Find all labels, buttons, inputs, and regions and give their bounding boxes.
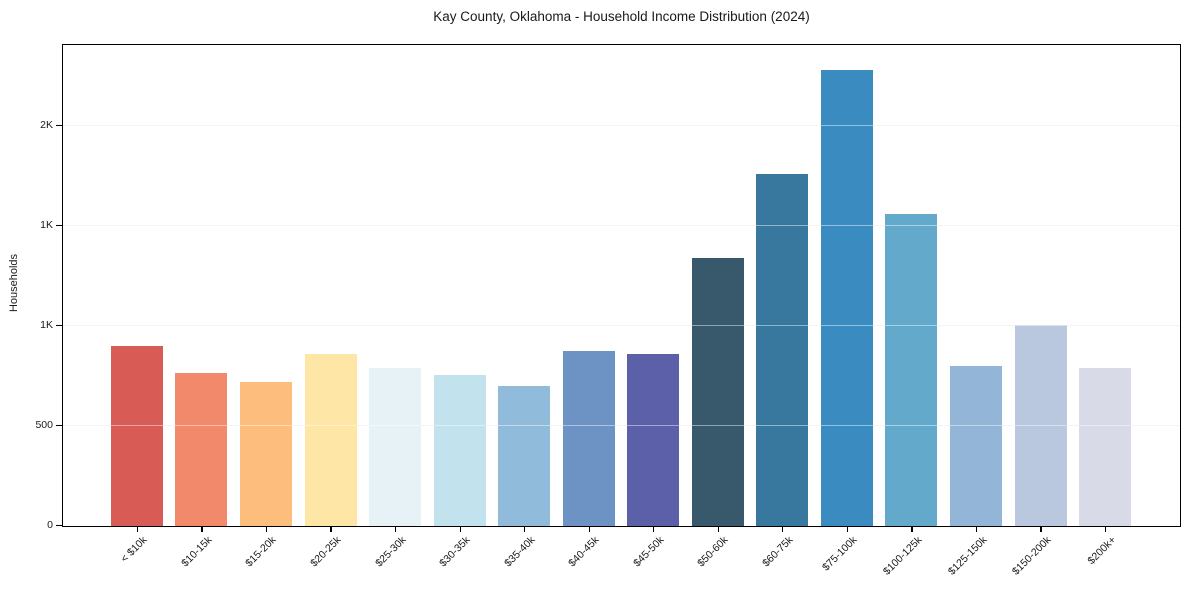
bar-35-40k (498, 386, 551, 526)
y-tick-mark (56, 424, 62, 427)
x-tick-mark (1105, 527, 1107, 532)
x-tick-label: < $10k (118, 534, 150, 565)
x-tick-mark (459, 527, 461, 532)
x-tick-mark (524, 527, 526, 532)
bar-25-30k (369, 368, 422, 526)
chart-title: Kay County, Oklahoma - Household Income … (433, 9, 810, 24)
y-tick-mark (56, 224, 62, 227)
y-tick-mark (56, 124, 62, 127)
bar-60-75k (756, 174, 809, 526)
bar-75-100k (820, 70, 873, 526)
x-tick-mark (201, 527, 203, 532)
gridline (63, 325, 1180, 326)
x-tick-mark (846, 527, 848, 532)
y-tick-label: 2K (40, 119, 53, 131)
x-tick-mark (911, 527, 913, 532)
x-tick-mark (136, 527, 138, 532)
x-tick-mark (975, 527, 978, 532)
x-tick-mark (717, 527, 719, 532)
gridline-overlay (63, 225, 1180, 226)
x-tick-mark (588, 527, 590, 532)
y-tick-mark (56, 324, 62, 327)
y-tick-label: 0 (47, 519, 53, 531)
x-tick-mark (782, 527, 784, 532)
bar-20-25k (304, 354, 357, 526)
y-tick-mark (56, 524, 62, 527)
bar-10k (110, 346, 163, 526)
bar-150-200k (1014, 325, 1067, 526)
gridline-overlay (63, 125, 1180, 126)
x-tick-mark (265, 527, 268, 532)
y-tick-label: 1K (40, 319, 53, 331)
gridline (63, 125, 1180, 126)
y-tick-label: 500 (35, 419, 53, 431)
bar-15-20k (239, 382, 292, 526)
bar-45-50k (627, 354, 680, 526)
gridline-overlay (63, 425, 1180, 426)
bar-200k+ (1079, 368, 1132, 526)
y-axis-label: Households (8, 253, 20, 313)
bar-125-150k (950, 366, 1003, 526)
y-tick-label: 1K (40, 219, 53, 231)
gridline (63, 425, 1180, 426)
x-tick-mark (330, 527, 332, 532)
x-tick-mark (653, 527, 655, 532)
bar-30-35k (433, 375, 486, 526)
bar-10-15k (175, 373, 228, 526)
gridline (63, 225, 1180, 226)
x-tick-mark (1040, 527, 1042, 532)
bar-50-60k (691, 258, 744, 526)
plot-area (62, 44, 1181, 527)
gridline-overlay (63, 325, 1180, 326)
bar-100-125k (885, 214, 938, 526)
x-tick-mark (394, 527, 397, 532)
bar-40-45k (562, 351, 615, 526)
